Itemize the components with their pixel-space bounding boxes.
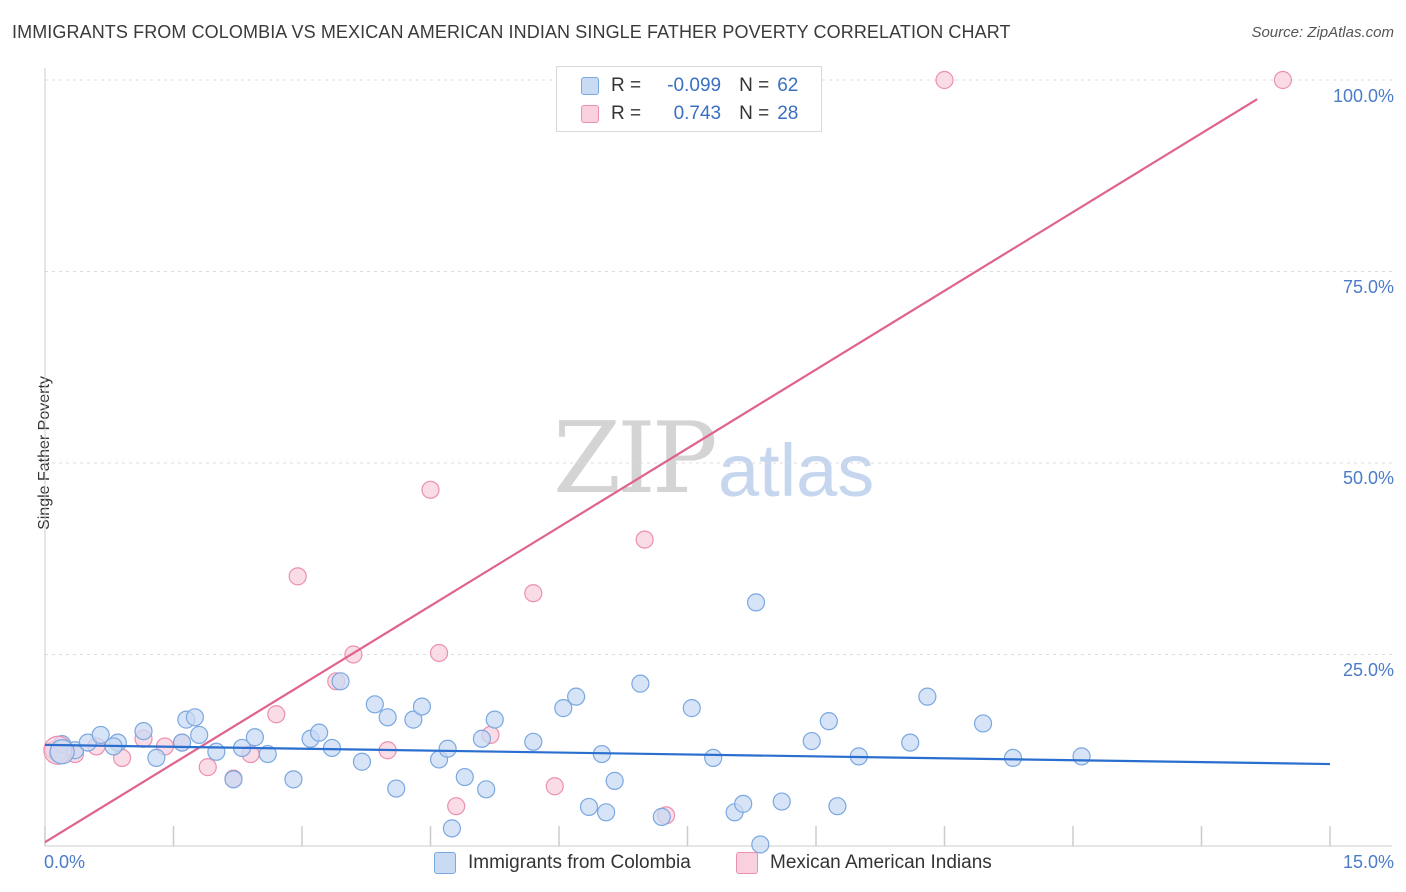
point-colombia bbox=[245, 728, 264, 747]
watermark-zip: ZIP bbox=[553, 402, 718, 516]
legend-r-value: -0.099 bbox=[667, 75, 722, 96]
point-colombia bbox=[185, 708, 205, 727]
watermark-atlas: atlas bbox=[718, 429, 875, 512]
legend-n-value: 62 bbox=[777, 75, 799, 96]
y-tick-label: 100.0% bbox=[1332, 86, 1394, 106]
point-mexican-american-indians bbox=[198, 758, 217, 777]
point-colombia bbox=[365, 695, 384, 714]
y-tick-label: 25.0% bbox=[1342, 660, 1394, 680]
legend-row-colombia: R = -0.099 N = 62 bbox=[581, 73, 798, 99]
y-tick-label: 75.0% bbox=[1342, 277, 1394, 297]
point-colombia bbox=[734, 794, 753, 813]
point-colombia bbox=[224, 770, 243, 789]
trendline-mexican-american-indians bbox=[44, 98, 1258, 844]
point-colombia bbox=[973, 714, 993, 733]
point-mexican-american-indians bbox=[1273, 70, 1292, 90]
legend-r-label: R = bbox=[611, 75, 642, 96]
point-colombia bbox=[772, 792, 791, 811]
point-colombia bbox=[918, 687, 937, 706]
point-mexican-american-indians bbox=[545, 777, 564, 796]
y-tick-label: 50.0% bbox=[1342, 468, 1394, 488]
legend-n-value: 28 bbox=[777, 103, 799, 124]
x-tick-label: 0.0% bbox=[44, 852, 86, 872]
point-colombia bbox=[485, 710, 504, 729]
point-colombia bbox=[258, 744, 277, 764]
point-colombia bbox=[190, 725, 209, 745]
legend-item-mexican[interactable]: Mexican American Indians bbox=[736, 852, 992, 874]
legend-item-colombia[interactable]: Immigrants from Colombia bbox=[434, 852, 691, 874]
point-colombia bbox=[682, 699, 701, 718]
point-colombia bbox=[704, 748, 723, 768]
point-colombia bbox=[579, 797, 599, 817]
point-colombia bbox=[751, 835, 770, 854]
legend-row-mexican: R = 0.743 N = 28 bbox=[581, 101, 798, 127]
point-colombia bbox=[438, 739, 457, 758]
point-colombia bbox=[1003, 748, 1023, 768]
legend-swatch-pink bbox=[736, 852, 758, 874]
point-colombia bbox=[442, 819, 462, 838]
stats-legend: R = -0.099 N = 62 R = 0.743 N = 28 bbox=[556, 66, 822, 132]
legend-n-label: N = bbox=[739, 75, 770, 96]
point-colombia bbox=[605, 771, 624, 790]
point-colombia bbox=[524, 732, 543, 751]
point-colombia bbox=[322, 738, 342, 758]
point-colombia bbox=[352, 752, 372, 771]
point-colombia bbox=[455, 767, 474, 787]
point-colombia bbox=[404, 710, 423, 729]
point-mexican-american-indians bbox=[635, 530, 654, 549]
point-colombia bbox=[134, 721, 153, 741]
point-colombia bbox=[746, 593, 766, 612]
legend-r-label: R = bbox=[611, 103, 642, 124]
point-mexican-american-indians bbox=[288, 567, 307, 586]
point-mexican-american-indians bbox=[421, 480, 440, 499]
chart-title: IMMIGRANTS FROM COLOMBIA VS MEXICAN AMER… bbox=[12, 22, 1011, 42]
trendline-colombia bbox=[44, 743, 1331, 766]
point-colombia bbox=[554, 699, 573, 718]
legend-label: Mexican American Indians bbox=[770, 852, 992, 873]
point-colombia bbox=[652, 807, 671, 826]
point-colombia bbox=[1072, 747, 1091, 766]
point-colombia bbox=[477, 780, 496, 799]
point-colombia bbox=[901, 733, 920, 752]
point-colombia bbox=[207, 742, 226, 761]
source-label: Source: ZipAtlas.com bbox=[1251, 24, 1394, 41]
point-mexican-american-indians bbox=[935, 70, 954, 90]
point-colombia bbox=[310, 723, 329, 742]
point-colombia bbox=[819, 712, 838, 731]
point-colombia bbox=[331, 672, 350, 691]
legend-swatch-blue bbox=[581, 77, 599, 95]
legend-r-value: 0.743 bbox=[673, 103, 722, 124]
point-colombia bbox=[378, 708, 397, 727]
point-colombia bbox=[284, 770, 303, 789]
point-mexican-american-indians bbox=[267, 705, 286, 724]
x-tick-label: 15.0% bbox=[1342, 852, 1394, 872]
legend-swatch-pink bbox=[581, 105, 599, 123]
point-colombia bbox=[49, 739, 75, 765]
point-mexican-american-indians bbox=[524, 584, 543, 603]
legend-swatch-blue bbox=[434, 852, 456, 874]
point-colombia bbox=[147, 748, 166, 768]
point-colombia bbox=[412, 697, 432, 716]
point-colombia bbox=[631, 674, 650, 693]
point-colombia bbox=[597, 803, 616, 822]
legend-n-label: N = bbox=[739, 103, 770, 124]
point-colombia bbox=[567, 687, 586, 706]
point-colombia bbox=[172, 733, 192, 752]
legend-label: Immigrants from Colombia bbox=[468, 852, 691, 873]
point-colombia bbox=[472, 729, 491, 748]
point-mexican-american-indians bbox=[429, 643, 449, 663]
point-mexican-american-indians bbox=[447, 797, 466, 816]
point-colombia bbox=[91, 725, 110, 745]
point-colombia bbox=[828, 797, 847, 816]
point-colombia bbox=[387, 779, 406, 798]
point-colombia bbox=[802, 731, 821, 751]
